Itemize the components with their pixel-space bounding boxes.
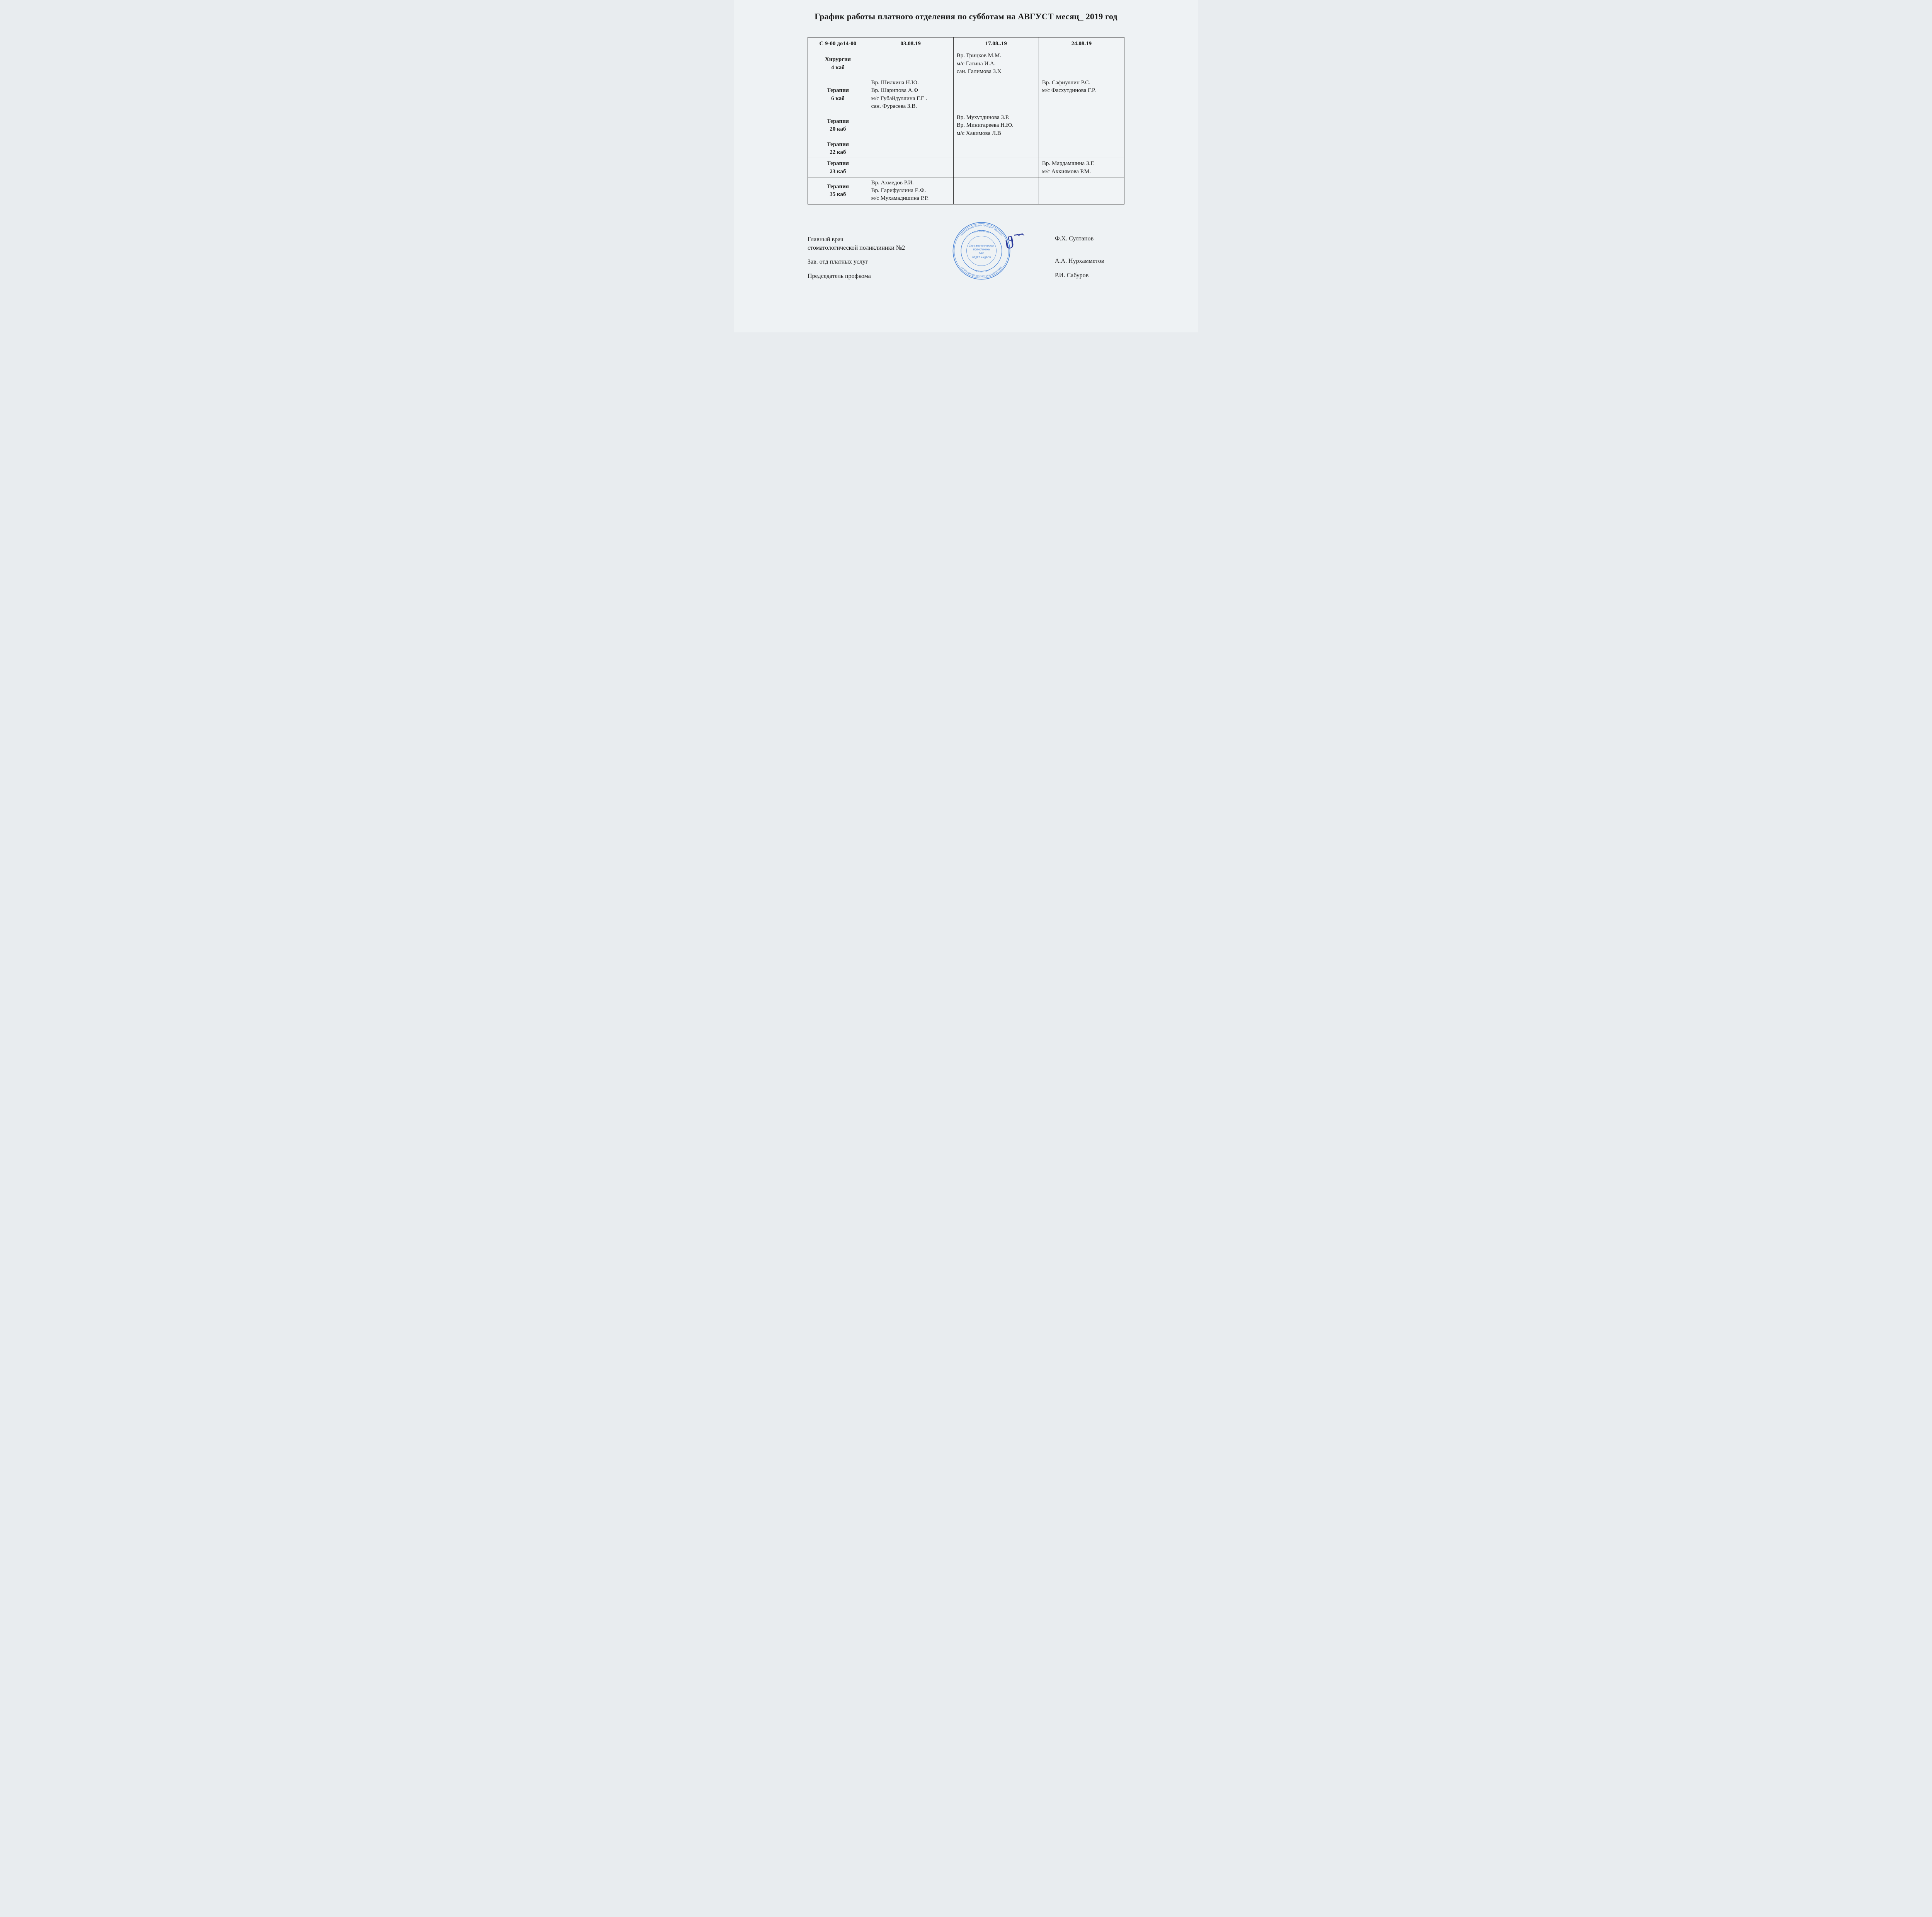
col-header-date1: 03.08.19 (868, 37, 953, 50)
page-title: График работы платного отделения по субб… (757, 12, 1175, 22)
table-row: Терапия 22 каб (808, 139, 1124, 158)
schedule-cell: Вр. Сафиуллин Р.С. м/с Фасхутдинова Г.Р. (1039, 77, 1124, 112)
col-header-date2: 17.08..19 (953, 37, 1039, 50)
schedule-cell (953, 158, 1039, 177)
schedule-cell: Вр. Шилкина Н.Ю. Вр. Шарипова А.Ф м/с Гу… (868, 77, 953, 112)
schedule-table: С 9-00 до14-00 03.08.19 17.08..19 24.08.… (808, 37, 1124, 204)
svg-text:ОГРН 1021602016: ОГРН 1021602016 (973, 230, 990, 234)
signature-row: Главный врач стоматологической поликлини… (808, 235, 1124, 253)
svg-text:НАБЕРЕЖНЫЕ ЧЕЛНЫ ГОСУДАРСТВЕНН: НАБЕРЕЖНЫЕ ЧЕЛНЫ ГОСУДАРСТВЕННОЕ (960, 224, 1003, 237)
row-label: Терапия 23 каб (808, 158, 868, 177)
schedule-cell (953, 77, 1039, 112)
table-row: Терапия 20 каб Вр. Мухутдинова З.Р. Вр. М… (808, 112, 1124, 139)
signature-role: Главный врач стоматологической поликлини… (808, 235, 905, 253)
schedule-cell (1039, 139, 1124, 158)
document-page: График работы платного отделения по субб… (734, 0, 1198, 332)
table-row: Терапия 23 каб Вр. Мардамшина З.Г. м/с Ах… (808, 158, 1124, 177)
schedule-cell (868, 139, 953, 158)
row-label: Терапия 35 каб (808, 177, 868, 204)
stamp-ogrn: ОГРН 1021602016 (973, 230, 990, 234)
schedule-table-head: С 9-00 до14-00 03.08.19 17.08..19 24.08.… (808, 37, 1124, 50)
stamp-outer-top: НАБЕРЕЖНЫЕ ЧЕЛНЫ ГОСУДАРСТВЕННОЕ (960, 224, 1003, 237)
row-label: Терапия 20 каб (808, 112, 868, 139)
signature-name: А.А. Нурхамметов (1055, 258, 1124, 266)
signatures-block: НАБЕРЕЖНЫЕ ЧЕЛНЫ ГОСУДАРСТВЕННОЕ МИНИСТЕ… (808, 235, 1124, 281)
signature-row: Председатель профкома Р.И. Сабуров (808, 272, 1124, 281)
signature-name: Р.И. Сабуров (1055, 272, 1124, 281)
table-row: Хирургия 4 каб Вр. Грицков М.М. м/с Гатин… (808, 50, 1124, 77)
schedule-cell (868, 158, 953, 177)
col-header-time: С 9-00 до14-00 (808, 37, 868, 50)
schedule-table-body: Хирургия 4 каб Вр. Грицков М.М. м/с Гатин… (808, 50, 1124, 204)
schedule-table-wrap: С 9-00 до14-00 03.08.19 17.08..19 24.08.… (808, 37, 1124, 204)
schedule-cell: Вр. Мухутдинова З.Р. Вр. Минигареева Н.Ю… (953, 112, 1039, 139)
schedule-cell: Вр. Мардамшина З.Г. м/с Ахкиямова Р.М. (1039, 158, 1124, 177)
signature-role: Председатель профкома (808, 272, 871, 281)
schedule-cell (868, 112, 953, 139)
schedule-cell (1039, 50, 1124, 77)
schedule-cell (1039, 112, 1124, 139)
row-label: Терапия 6 каб (808, 77, 868, 112)
schedule-cell (953, 177, 1039, 204)
schedule-cell (1039, 177, 1124, 204)
row-label: Терапия 22 каб (808, 139, 868, 158)
schedule-cell: Вр. Ахмедов Р.И. Вр. Гарифуллина Е.Ф. м/… (868, 177, 953, 204)
col-header-date3: 24.08.19 (1039, 37, 1124, 50)
schedule-cell: Вр. Грицков М.М. м/с Гатина И.А. сан. Га… (953, 50, 1039, 77)
schedule-cell (868, 50, 953, 77)
signature-role: Зав. отд платных услуг (808, 258, 868, 266)
signature-name: Ф.Х. Султанов (1055, 235, 1124, 253)
schedule-cell (953, 139, 1039, 158)
table-row: Терапия 6 кабВр. Шилкина Н.Ю. Вр. Шарипо… (808, 77, 1124, 112)
signature-row: Зав. отд платных услуг А.А. Нурхамметов (808, 258, 1124, 266)
table-header-row: С 9-00 до14-00 03.08.19 17.08..19 24.08.… (808, 37, 1124, 50)
row-label: Хирургия 4 каб (808, 50, 868, 77)
table-row: Терапия 35 кабВр. Ахмедов Р.И. Вр. Гариф… (808, 177, 1124, 204)
